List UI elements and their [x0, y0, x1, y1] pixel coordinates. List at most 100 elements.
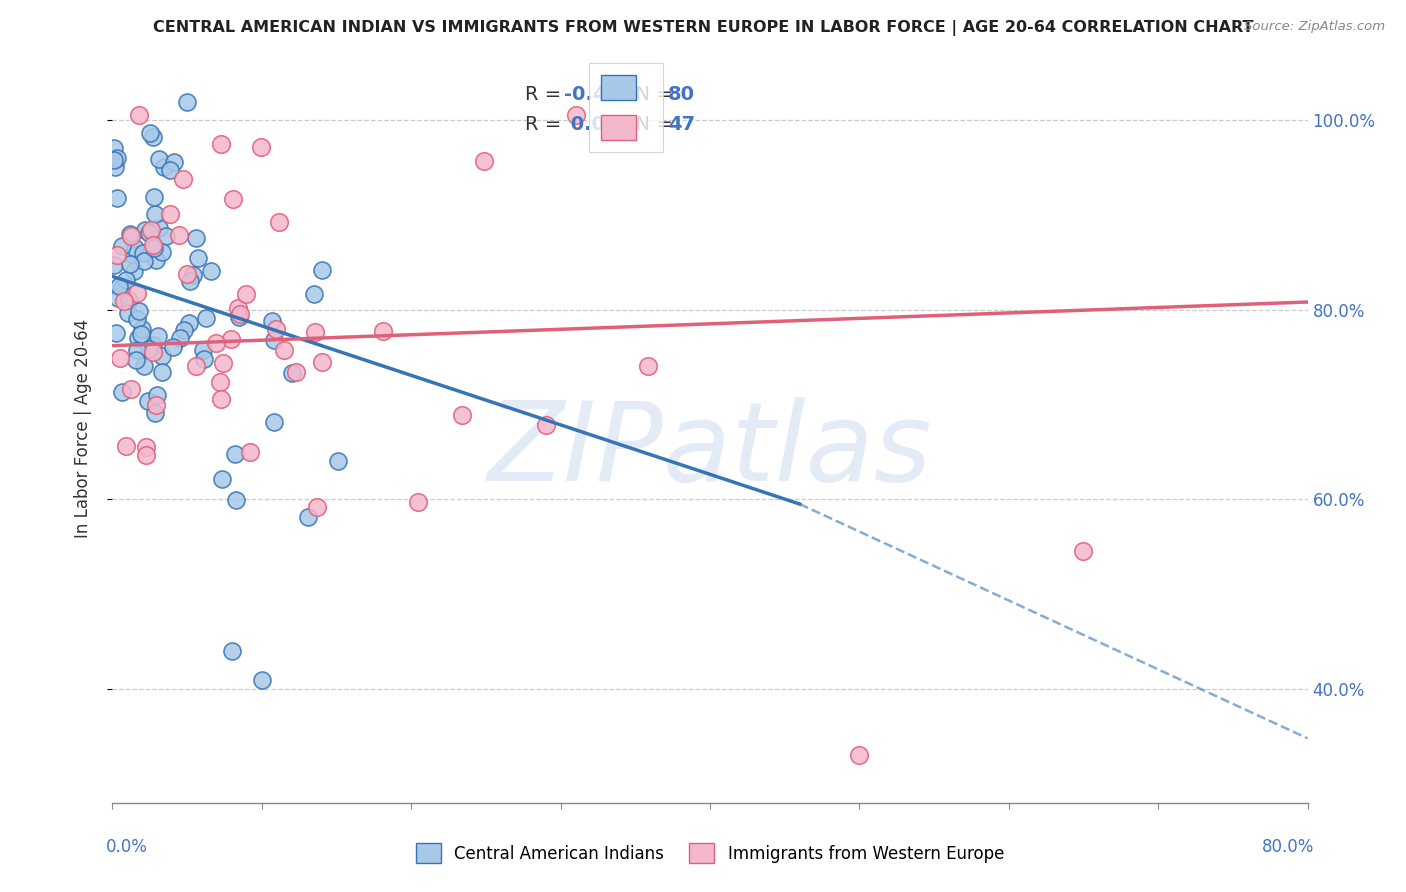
Text: N =: N =: [623, 86, 679, 104]
Point: [120, 227, 142, 241]
Text: 80: 80: [668, 86, 695, 104]
Point: [143, 241, 166, 255]
Point: [167, 227, 190, 242]
Point: [138, 342, 160, 356]
Point: [224, 447, 246, 461]
Point: [200, 263, 222, 277]
Point: [132, 254, 155, 268]
Point: [162, 340, 184, 354]
Point: [263, 415, 285, 429]
Text: 80.0%: 80.0%: [1263, 838, 1315, 856]
Point: [536, 417, 558, 432]
Point: [108, 351, 131, 365]
Point: [132, 246, 155, 260]
Point: [159, 207, 181, 221]
Point: [285, 365, 308, 379]
Text: N =: N =: [623, 115, 679, 134]
Point: [131, 322, 153, 336]
Point: [150, 365, 173, 379]
Point: [250, 140, 273, 154]
Point: [221, 644, 243, 658]
Point: [143, 207, 166, 221]
Point: [108, 278, 131, 293]
Point: [122, 263, 145, 277]
Point: [135, 448, 157, 462]
Point: [226, 301, 249, 315]
Point: [155, 229, 177, 244]
Point: [250, 673, 273, 687]
Point: [179, 274, 201, 288]
Text: R =: R =: [524, 86, 567, 104]
Point: [142, 238, 165, 252]
Point: [145, 406, 167, 420]
Point: [117, 306, 139, 320]
Point: [129, 326, 152, 341]
Point: [181, 268, 204, 282]
Point: [163, 155, 186, 169]
Point: [148, 221, 170, 235]
Point: [235, 286, 257, 301]
Point: [184, 359, 207, 373]
Point: [269, 215, 291, 229]
Point: [1073, 544, 1095, 558]
Point: [169, 331, 191, 345]
Point: [193, 343, 215, 358]
Point: [302, 287, 325, 301]
Point: [121, 228, 143, 243]
Point: [172, 171, 194, 186]
Point: [145, 398, 167, 412]
Point: [145, 252, 167, 267]
Point: [105, 326, 128, 341]
Point: [114, 439, 136, 453]
Point: [184, 231, 207, 245]
Point: [115, 272, 138, 286]
Point: [111, 239, 134, 253]
Point: [304, 325, 326, 339]
Point: [564, 108, 586, 122]
Point: [122, 247, 145, 261]
Point: [134, 223, 156, 237]
Point: [105, 248, 128, 262]
Point: [173, 323, 195, 337]
Point: [112, 294, 135, 309]
Point: [311, 355, 333, 369]
Text: CENTRAL AMERICAN INDIAN VS IMMIGRANTS FROM WESTERN EUROPE IN LABOR FORCE | AGE 2: CENTRAL AMERICAN INDIAN VS IMMIGRANTS FR…: [153, 20, 1253, 36]
Point: [637, 359, 659, 374]
Point: [211, 472, 233, 486]
Point: [371, 324, 394, 338]
Point: [105, 151, 128, 165]
Point: [120, 257, 142, 271]
Point: [219, 332, 242, 346]
Point: [117, 293, 139, 308]
Point: [176, 95, 198, 109]
Point: [120, 382, 142, 396]
Point: [228, 310, 250, 325]
Point: [177, 316, 200, 330]
Point: [136, 394, 159, 409]
Y-axis label: In Labor Force | Age 20-64: In Labor Force | Age 20-64: [73, 318, 91, 538]
Point: [311, 263, 333, 277]
Point: [127, 330, 149, 344]
Point: [273, 343, 295, 357]
Point: [127, 286, 149, 301]
Legend: Central American Indians, Immigrants from Western Europe: Central American Indians, Immigrants fro…: [409, 837, 1011, 870]
Point: [848, 748, 870, 763]
Point: [305, 500, 328, 515]
Point: [209, 136, 232, 151]
Point: [127, 343, 149, 357]
Point: [205, 336, 228, 351]
Point: [128, 108, 150, 122]
Text: 47: 47: [668, 115, 696, 134]
Point: [150, 350, 173, 364]
Point: [209, 375, 232, 389]
Point: [103, 258, 125, 272]
Point: [193, 352, 215, 367]
Point: [264, 322, 287, 336]
Point: [111, 280, 134, 294]
Point: [239, 444, 262, 458]
Text: 0.067: 0.067: [564, 115, 633, 134]
Point: [225, 493, 247, 508]
Text: 0.0%: 0.0%: [105, 838, 148, 856]
Point: [281, 366, 304, 380]
Point: [132, 359, 155, 374]
